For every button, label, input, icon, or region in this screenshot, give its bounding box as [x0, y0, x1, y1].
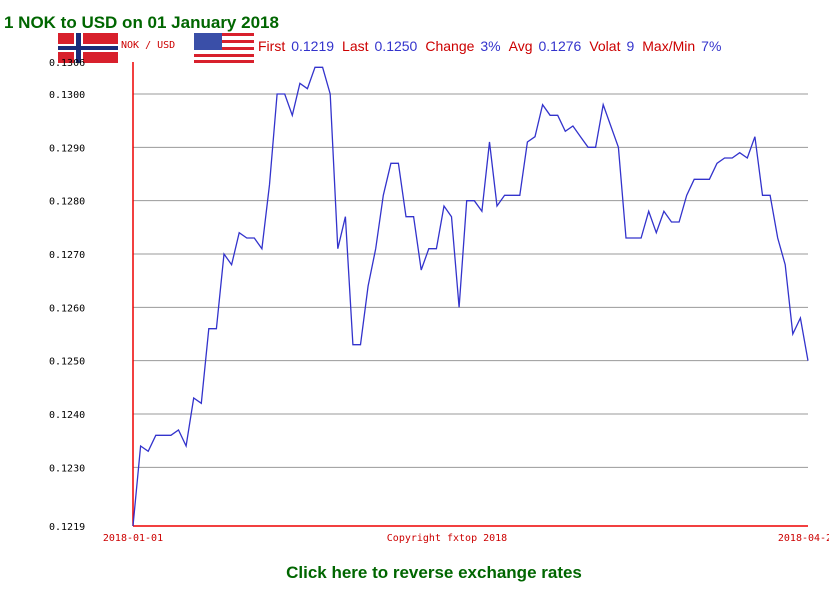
y-tick-label: 0.1280 [49, 197, 85, 208]
us-flag [194, 33, 254, 63]
y-tick-label: 0.1250 [49, 357, 85, 368]
pair-label: NOK / USD [121, 40, 175, 51]
norway-flag [58, 33, 118, 63]
stat-value: 9 [626, 38, 634, 54]
chart-title: 1 NOK to USD on 01 January 2018 [4, 13, 279, 32]
stat-label: Avg [509, 38, 533, 54]
stats: First 0.1219 Last 0.1250 Change 3% Avg 0.1276 Vo… [258, 38, 721, 54]
y-tick-label: 0.1290 [49, 143, 85, 154]
stat-value: 7% [701, 38, 721, 54]
copyright: Copyright fxtop 2018 [387, 533, 507, 544]
y-tick-label: 0.1300 [49, 90, 85, 101]
stat-label: Last [342, 38, 369, 54]
y-tick-label: 0.1260 [49, 303, 85, 314]
price-line [132, 66, 809, 527]
y-tick-label: 0.1306 [49, 58, 85, 69]
plot: 0.1306 0.1300 0.1290 0.1280 0.1270 0.1260 0.12… [49, 58, 829, 544]
y-tick-label: 0.1219 [49, 522, 85, 533]
stat-value: 0.1250 [375, 38, 418, 54]
stat-label: Volat [589, 38, 620, 54]
x-tick-label: 2018-01-01 [103, 533, 163, 544]
stat-value: 0.1276 [539, 38, 582, 54]
stat-label: First [258, 38, 285, 54]
stat-value: 3% [480, 38, 500, 54]
y-tick-label: 0.1240 [49, 410, 85, 421]
reverse-link[interactable]: Click here to reverse exchange rates [286, 563, 582, 582]
stat-label: Change [425, 38, 474, 54]
y-tick-label: 0.1270 [49, 250, 85, 261]
y-tick-label: 0.1230 [49, 463, 85, 474]
x-tick-label: 2018-04-27 [778, 533, 829, 544]
stat-value: 0.1219 [291, 38, 334, 54]
stat-label: Max/Min [642, 38, 695, 54]
